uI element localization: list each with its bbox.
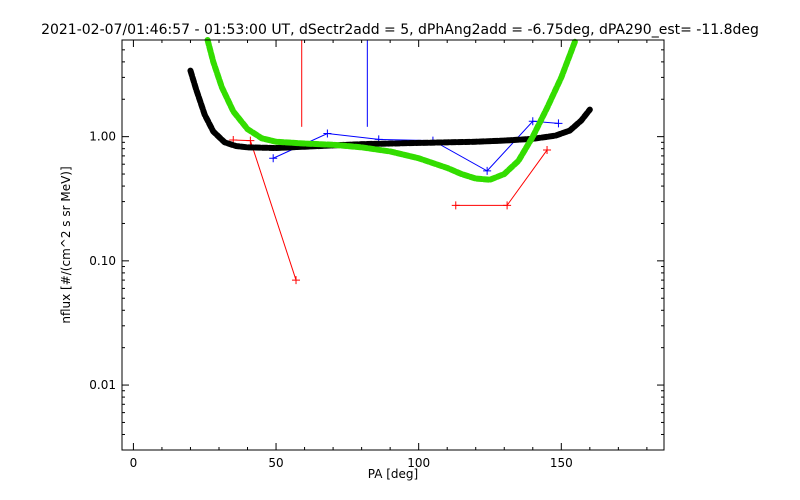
y-tick-label: 0.01: [89, 378, 116, 392]
data-point: [483, 166, 492, 175]
x-tick-label: 150: [550, 456, 573, 470]
data-point: [503, 201, 512, 210]
data-point: [528, 117, 537, 126]
data-point: [554, 119, 563, 128]
x-tick-label: 100: [407, 456, 430, 470]
y-axis-title: nflux [#/(cm^2 s sr MeV)]: [59, 166, 73, 323]
x-tick-label: 0: [130, 456, 138, 470]
data-point: [451, 201, 460, 210]
series-layer: [187, 37, 593, 285]
x-tick-label: 50: [268, 456, 283, 470]
x-axis-title: PA [deg]: [368, 467, 418, 481]
series-curve: [187, 67, 593, 152]
y-tick-label: 0.10: [89, 254, 116, 268]
data-point: [246, 136, 255, 145]
series-3: [451, 146, 552, 210]
series-5: [187, 67, 593, 152]
data-point: [292, 276, 301, 285]
series-curve: [204, 37, 579, 183]
data-point: [269, 154, 278, 163]
chart-title: 2021-02-07/01:46:57 - 01:53:00 UT, dSect…: [41, 22, 759, 38]
y-tick-label: 1.00: [89, 130, 116, 144]
data-point: [543, 146, 552, 155]
plot-frame: [121, 39, 665, 451]
series-line: [233, 139, 297, 281]
series-2: [229, 135, 301, 285]
series-6: [204, 37, 579, 183]
axes-layer: 0 50 100 150 0.01 0.10 1.00: [89, 39, 664, 470]
data-point: [323, 129, 332, 138]
